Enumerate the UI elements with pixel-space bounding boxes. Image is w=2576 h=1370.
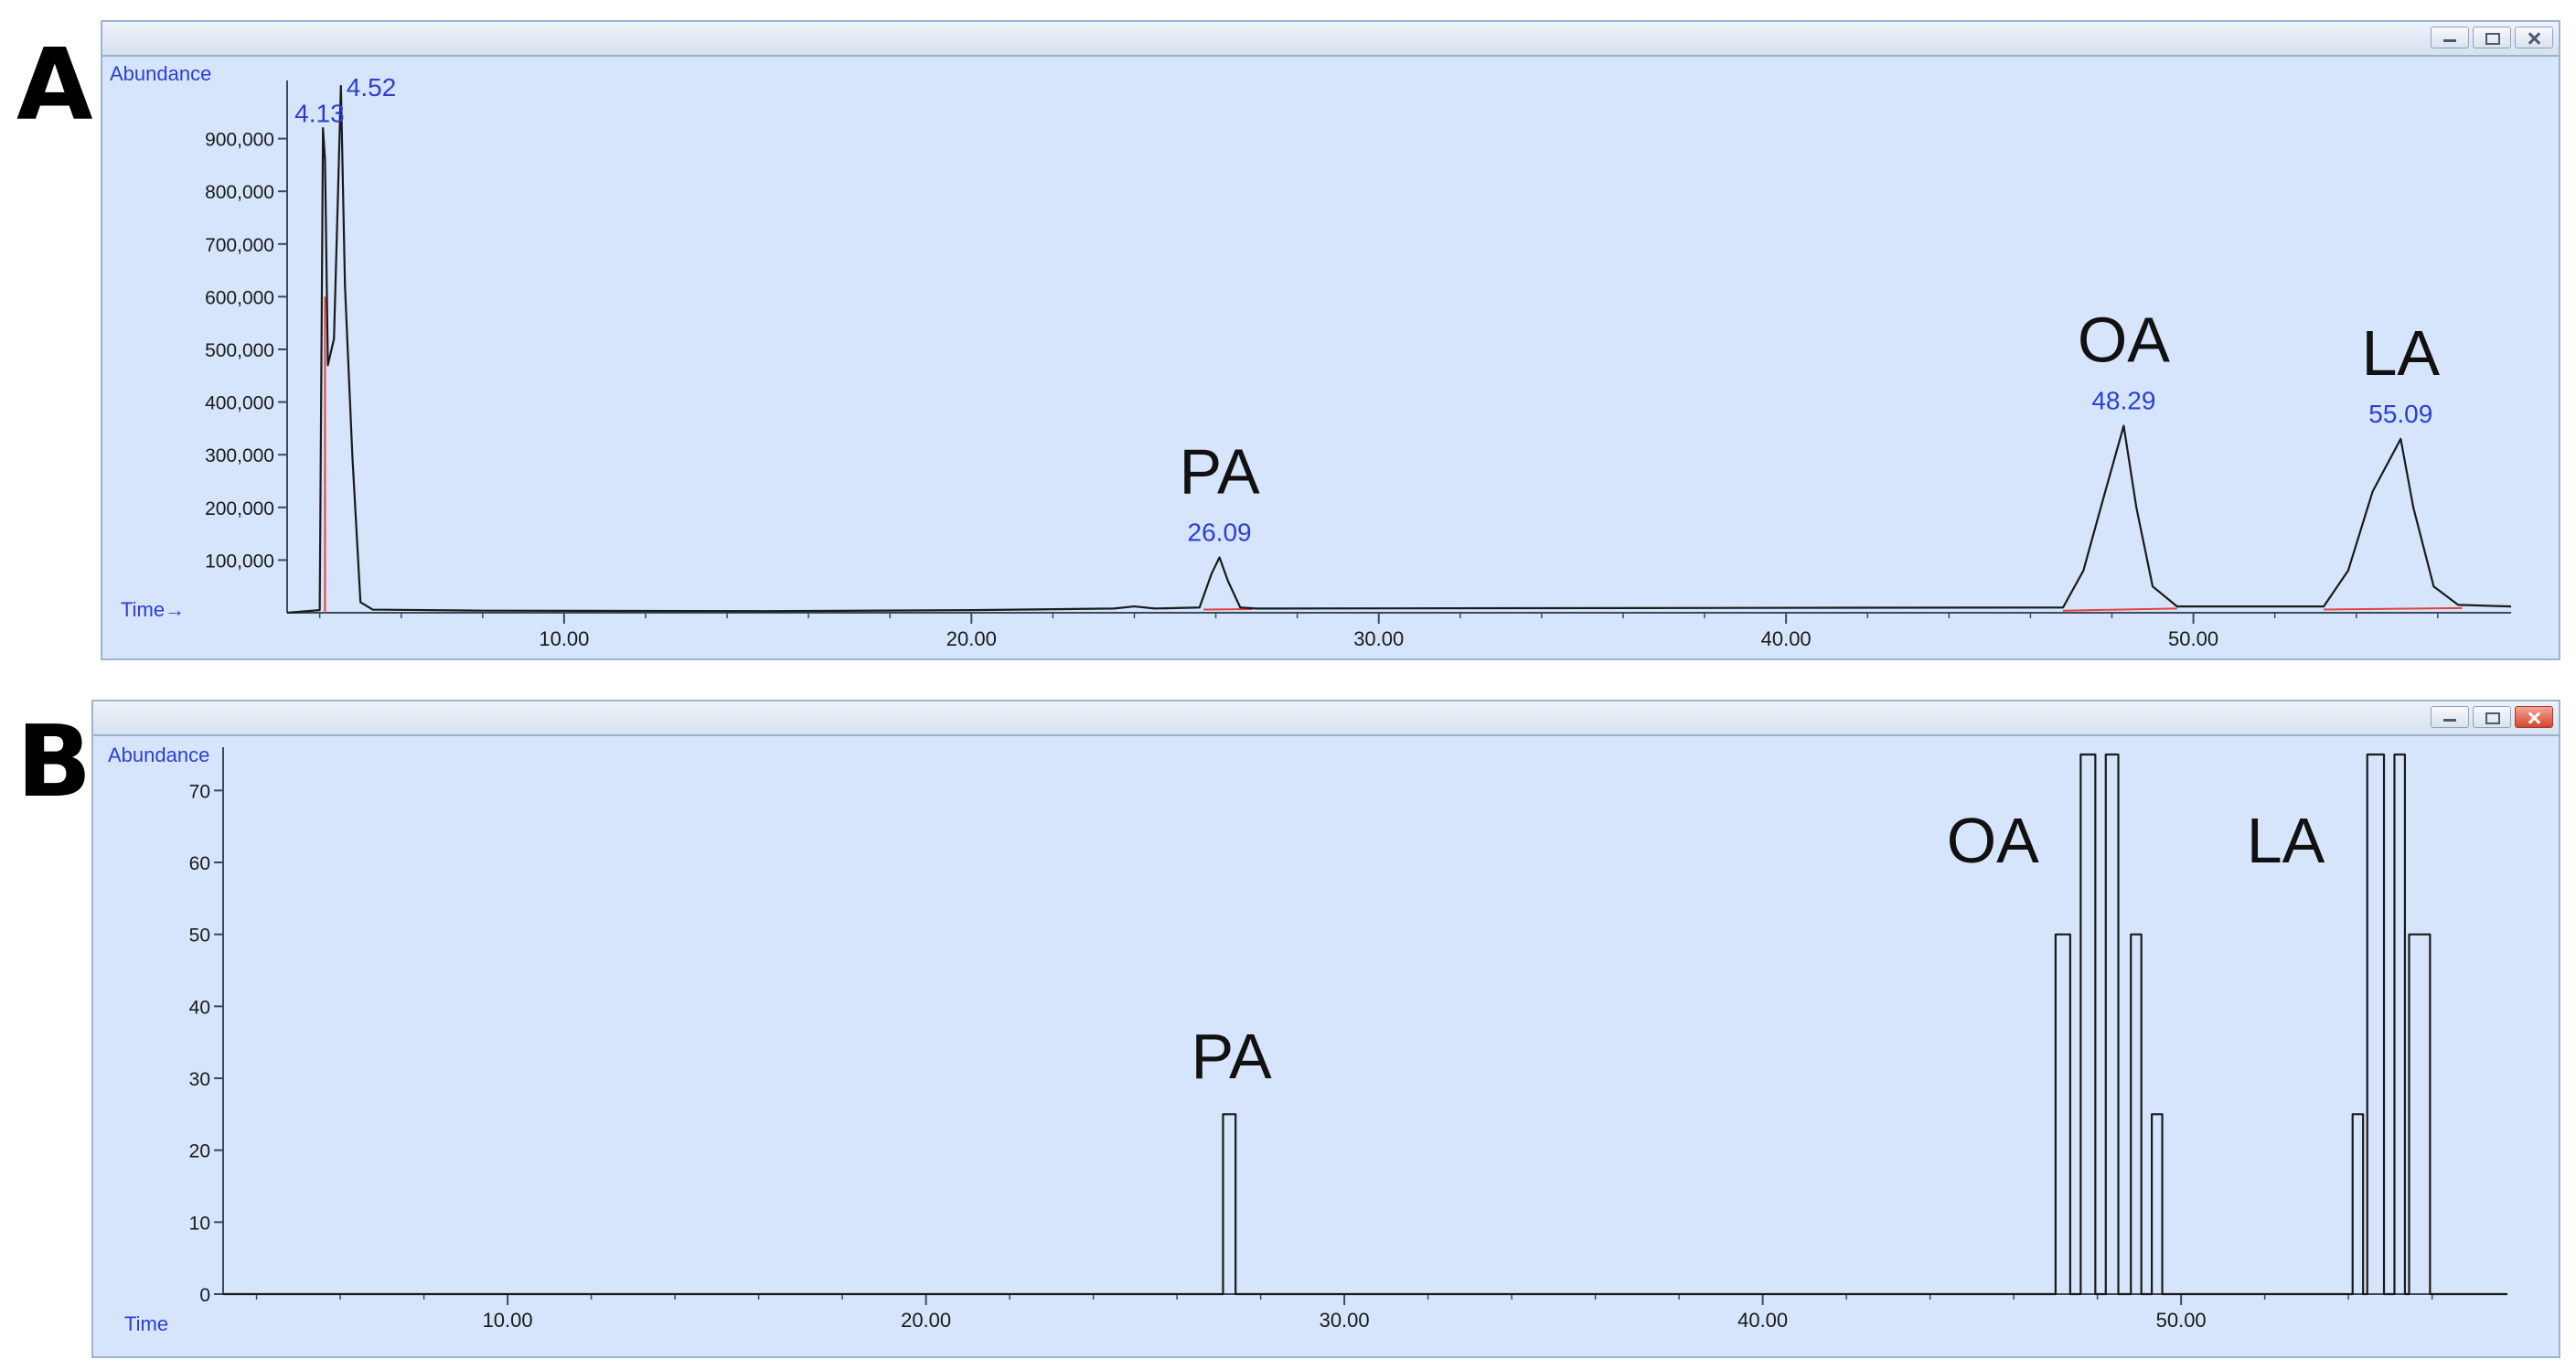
x-tick-label-a: 50.00 <box>2168 627 2218 650</box>
integration-baseline-a <box>2324 606 2463 611</box>
chromatogram-chart-a: Abundance Time→ 10.00 20.00 30.00 40.00 50.0… <box>110 62 2512 650</box>
compound-annotation-la-b: LA <box>2247 805 2325 876</box>
x-tick-label-b: 20.00 <box>901 1309 951 1332</box>
y-tick-label-a: 700,000 <box>205 235 274 256</box>
x-tick-label-a: 40.00 <box>1761 627 1812 650</box>
x-tick-label-b: 40.00 <box>1737 1309 1788 1332</box>
peak-retention-label-a: 48.29 <box>2091 387 2155 415</box>
integration-baseline-a <box>2063 607 2177 612</box>
maximize-icon[interactable] <box>2473 27 2511 48</box>
minimize-icon[interactable] <box>2431 27 2469 48</box>
y-tick-label-b: 60 <box>189 853 210 874</box>
integration-baseline-a <box>1203 607 1253 611</box>
y-tick-label-b: 30 <box>189 1069 210 1090</box>
chromatogram-window-b: Abundance Time 10.00 20.00 30.00 40.00 50.00… <box>91 700 2560 1358</box>
window-titlebar-a[interactable] <box>102 22 2559 57</box>
chromatogram-trace-a <box>286 84 2512 615</box>
y-tick-label-b: 10 <box>189 1213 210 1234</box>
y-tick-label-a: 200,000 <box>205 498 274 519</box>
chromatogram-window-a: Abundance Time→ 10.00 20.00 30.00 40.00 50.0… <box>101 20 2560 660</box>
panel-letter-b: B <box>16 705 92 819</box>
y-tick-label-a: 100,000 <box>205 551 274 572</box>
compound-annotation-pa-b: PA <box>1192 1021 1272 1092</box>
window-titlebar-b[interactable] <box>93 701 2559 736</box>
x-tick-label-a: 20.00 <box>946 627 997 650</box>
y-tick-label-b: 40 <box>189 997 210 1018</box>
x-axis-title-b: Time <box>124 1312 168 1335</box>
peak-retention-label-a: 26.09 <box>1188 519 1252 547</box>
peak-retention-label-a: 4.52 <box>347 73 397 102</box>
y-tick-label-a: 900,000 <box>205 130 274 151</box>
y-tick-label-a: 400,000 <box>205 393 274 414</box>
x-tick-label-a: 10.00 <box>539 627 589 650</box>
x-tick-label-b: 10.00 <box>483 1309 533 1332</box>
y-tick-label-b: 20 <box>189 1141 210 1162</box>
minimize-icon[interactable] <box>2431 706 2469 728</box>
y-tick-label-a: 500,000 <box>205 340 274 361</box>
peak-retention-label-a: 4.13 <box>294 100 345 128</box>
y-tick-label-b: 0 <box>199 1285 210 1306</box>
x-tick-label-a: 30.00 <box>1353 627 1404 650</box>
y-tick-label-a: 800,000 <box>205 182 274 203</box>
window-controls-b <box>2431 706 2553 728</box>
y-tick-label-b: 50 <box>189 926 210 947</box>
y-tick-label-b: 70 <box>189 781 210 802</box>
compound-annotation-pa-a: PA <box>1179 436 1259 508</box>
plot-area-b: Abundance Time 10.00 20.00 30.00 40.00 50.00… <box>93 736 2559 1356</box>
x-axis-title-a: Time→ <box>121 598 185 621</box>
peak-retention-label-a: 55.09 <box>2368 400 2432 428</box>
panel-letter-a: A <box>16 28 93 143</box>
maximize-icon[interactable] <box>2473 706 2511 728</box>
close-icon[interactable] <box>2515 706 2553 728</box>
close-icon[interactable] <box>2515 27 2553 48</box>
y-tick-label-a: 600,000 <box>205 287 274 308</box>
plot-area-a: Abundance Time→ 10.00 20.00 30.00 40.00 50.0… <box>102 57 2559 658</box>
chromatogram-chart-b: Abundance Time 10.00 20.00 30.00 40.00 50.00… <box>108 744 2507 1335</box>
x-tick-label-b: 50.00 <box>2156 1309 2207 1332</box>
compound-annotation-oa-b: OA <box>1947 805 2039 876</box>
chromatogram-trace-b <box>223 753 2507 1296</box>
window-controls-a <box>2431 27 2553 48</box>
y-axis-title-b: Abundance <box>108 744 209 766</box>
compound-annotation-la-a: LA <box>2361 317 2440 389</box>
compound-annotation-oa-a: OA <box>2078 305 2170 376</box>
y-tick-label-a: 300,000 <box>205 445 274 466</box>
y-axis-title-a: Abundance <box>110 62 211 85</box>
x-tick-label-b: 30.00 <box>1320 1309 1370 1332</box>
